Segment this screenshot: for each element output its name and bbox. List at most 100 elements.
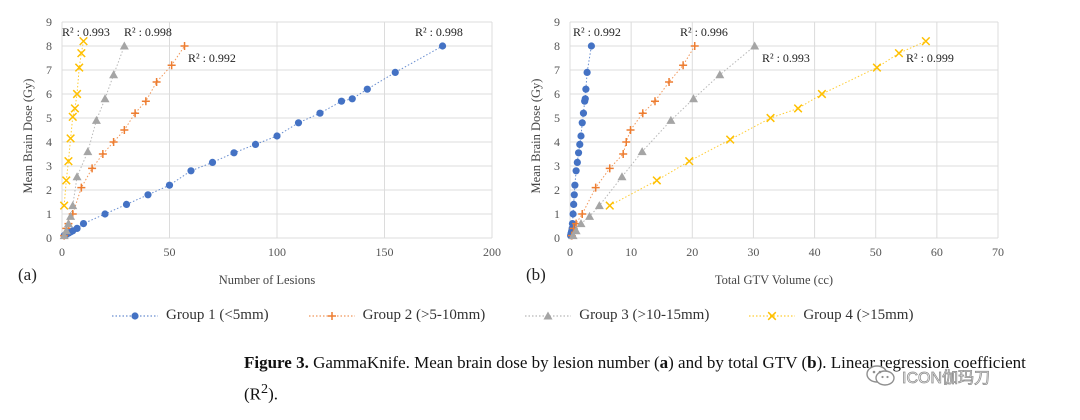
data-point-circle [208, 158, 217, 166]
y-tick-label: 9 [46, 15, 52, 29]
data-point-circle [144, 191, 152, 199]
data-point-triangle [689, 94, 699, 103]
data-point-plus [578, 210, 587, 218]
data-point-triangle [72, 172, 82, 181]
data-point-plus [619, 150, 628, 158]
data-point-x [68, 112, 78, 122]
y-tick-label: 5 [46, 111, 52, 125]
data-point-triangle [585, 211, 595, 220]
data-point-circle [79, 220, 88, 228]
watermark-text: ICON伽玛刀 [902, 370, 991, 388]
y-axis-label: Mean Brain Dose (Gy) [529, 79, 543, 194]
y-tick-label: 4 [554, 135, 560, 149]
legend-item-group-3: Group 3 (>10-15mm) [525, 307, 709, 324]
figure-caption: Figure 3. GammaKnife. Mean brain dose by… [244, 350, 1044, 408]
data-point-plus [605, 164, 614, 173]
x-tick-label: 40 [809, 245, 821, 259]
y-tick-label: 7 [554, 63, 560, 77]
chart-panel-b: 0 1 2 3 4 5 6 7 8 9 0 10 20 30 40 50 60 70 Total GTV Volum… [526, 15, 1004, 287]
series-3: R² : 0.998 [59, 25, 172, 240]
figure-label: Figure 3. [244, 353, 309, 372]
data-point-plus [622, 138, 631, 146]
data-point-circle [363, 85, 371, 93]
data-point-circle [187, 167, 195, 175]
data-point-plus [141, 97, 150, 106]
legend-label: Group 1 (<5mm) [166, 307, 269, 323]
y-tick-label: 7 [46, 63, 52, 77]
legend-item-group-4: Group 4 (>15mm) [749, 307, 913, 324]
y-tick-label: 2 [46, 183, 52, 197]
data-point-plus [679, 61, 688, 70]
data-point-circle [574, 149, 583, 157]
caption-ref-b: b [807, 353, 817, 372]
data-point-circle [101, 210, 109, 218]
x-tick-label: 0 [567, 245, 573, 259]
data-point-triangle [100, 94, 110, 103]
legend-label: Group 2 (>5-10mm) [362, 307, 486, 323]
data-point-circle [572, 167, 580, 175]
x-tick-label: 20 [686, 245, 698, 259]
caption-text: GammaKnife. Mean brain dose by lesion nu… [308, 353, 660, 372]
data-point-plus [690, 42, 699, 50]
y-tick-label: 8 [46, 39, 52, 53]
data-point-triangle [63, 219, 73, 228]
data-point-circle [165, 181, 174, 189]
data-point-triangle [637, 147, 647, 156]
r2-annotation: R² : 0.992 [188, 51, 236, 65]
chart-panel-a: 0 1 2 3 4 5 6 7 8 9 0 50 100 150 200 Number of Lesions M… [18, 15, 501, 287]
x-tick-label: 150 [376, 245, 394, 259]
wechat-icon [866, 365, 895, 386]
data-point-x [77, 48, 86, 58]
y-tick-label: 8 [554, 39, 560, 53]
data-point-circle [73, 224, 81, 232]
y-tick-label: 6 [46, 87, 52, 101]
data-point-circle [576, 140, 584, 148]
data-point-circle [573, 158, 581, 166]
data-point-x [872, 63, 882, 72]
data-point-circle [348, 95, 356, 103]
x-tick-label: 30 [747, 245, 759, 259]
data-point-triangle [568, 231, 578, 240]
data-point-plus [167, 61, 176, 70]
data-point-circle [337, 97, 346, 105]
data-point-x [70, 104, 80, 113]
data-point-plus [638, 109, 647, 118]
data-point-circle [583, 68, 591, 76]
data-point-circle [577, 132, 585, 140]
legend-marker-circle-icon [112, 311, 158, 320]
caption-superscript: 2 [261, 381, 269, 397]
data-point-circle [582, 85, 590, 93]
data-point-x [684, 156, 694, 166]
y-tick-label: 2 [554, 183, 560, 197]
data-point-plus [626, 126, 635, 134]
data-point-triangle [119, 41, 129, 50]
data-point-circle [316, 109, 324, 117]
caption-text: ) and by total GTV ( [668, 353, 808, 372]
data-point-x [72, 89, 82, 99]
data-point-circle [587, 42, 596, 50]
data-point-circle [251, 140, 260, 148]
r2-annotation: R² : 0.993 [762, 51, 810, 65]
data-point-circle [122, 200, 131, 208]
series-1: R² : 0.998 [60, 25, 463, 240]
data-point-triangle [617, 172, 627, 181]
caption-text: ). [268, 384, 278, 404]
data-point-triangle [666, 115, 676, 124]
x-tick-label: 50 [164, 245, 176, 259]
trendline [571, 45, 696, 236]
data-point-circle [438, 42, 447, 50]
series-1: R² : 0.992 [567, 25, 621, 240]
data-point-circle [569, 210, 577, 218]
data-point-triangle [91, 115, 101, 124]
legend-marker-x-icon [749, 311, 796, 320]
legend-label: Group 4 (>15mm) [803, 307, 914, 323]
y-tick-label: 3 [46, 159, 52, 173]
series-2: R² : 0.996 [567, 25, 728, 240]
y-tick-label: 0 [46, 231, 52, 245]
y-tick-label: 4 [46, 135, 52, 149]
r2-annotation: R² : 0.998 [415, 25, 463, 39]
data-point-triangle [750, 41, 760, 50]
data-point-triangle [83, 147, 93, 156]
data-point-circle [571, 181, 579, 189]
